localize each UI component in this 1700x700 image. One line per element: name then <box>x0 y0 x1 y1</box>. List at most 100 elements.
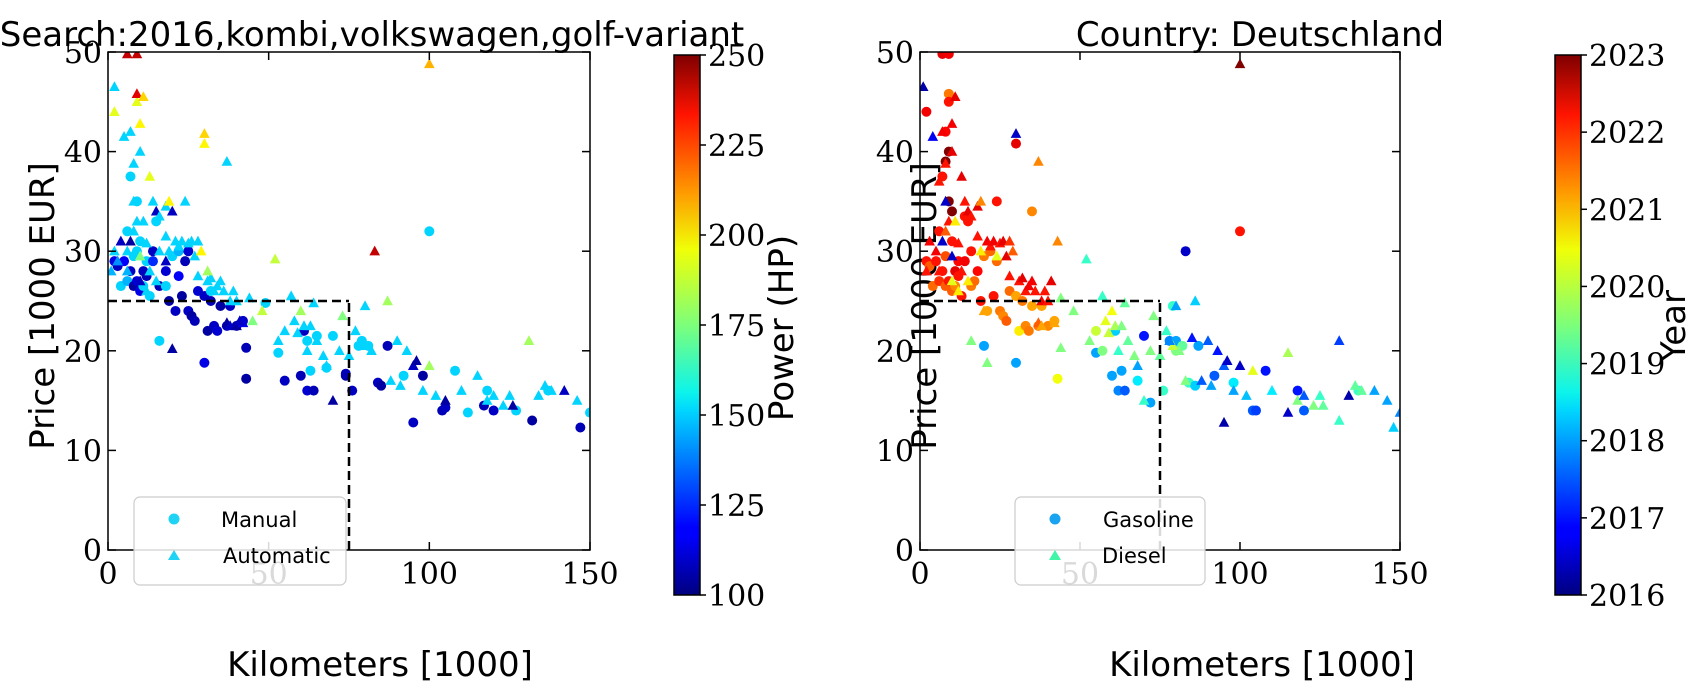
chart-2-point-diesel <box>1039 285 1051 296</box>
chart-1-point-automatic <box>128 195 140 206</box>
chart-1-point-automatic <box>401 345 413 355</box>
chart-1-point-automatic <box>144 265 156 276</box>
chart-2-point-diesel <box>985 240 996 251</box>
chart-1-point-automatic <box>456 385 467 395</box>
chart-2-legend: Gasoline Diesel <box>1014 496 1206 586</box>
chart-1-point-manual <box>575 422 586 433</box>
chart-1-point-automatic <box>272 335 284 346</box>
chart-1-point-manual <box>241 342 252 353</box>
chart-2-point-diesel <box>953 285 964 296</box>
chart-2-point-diesel <box>1308 399 1319 410</box>
chart-1-point-automatic <box>160 230 172 241</box>
chart-2-point-diesel <box>1314 390 1326 400</box>
chart-1-point-automatic <box>154 245 165 256</box>
chart-1-point-automatic <box>507 399 519 410</box>
chart-1-point-automatic <box>356 340 368 351</box>
chart-1-point-automatic <box>440 395 451 405</box>
chart-1-point-automatic <box>192 235 204 246</box>
chart-1-point-automatic <box>285 290 297 301</box>
chart-1-title: Search:2016,kombi,volkswagen,golf-varian… <box>0 15 744 55</box>
chart-1-point-automatic <box>176 235 188 246</box>
chart-2-point-diesel <box>1010 128 1022 138</box>
chart-1-point-automatic <box>417 385 429 395</box>
chart-1-point-automatic <box>112 255 123 266</box>
chart-1-point-automatic <box>163 245 175 256</box>
chart-2-legend-gasoline: Gasoline <box>1103 508 1194 532</box>
chart-2-point-diesel <box>940 195 951 206</box>
chart-1-point-manual <box>215 300 226 311</box>
chart-1-xtick-label: 0 <box>98 557 117 592</box>
chart-1-point-automatic <box>202 265 213 276</box>
chart-1-point-manual <box>376 380 387 391</box>
chart-2-point-diesel <box>1388 421 1399 432</box>
chart-1-ytick-label: 20 <box>64 335 102 370</box>
chart-2-point-diesel <box>920 81 929 92</box>
chart-2-point-gasoline <box>1107 370 1117 381</box>
chart-2-legend-circle-marker <box>1049 513 1061 525</box>
chart-1-ytick-label: 10 <box>64 434 102 469</box>
chart-2-point-diesel <box>946 275 958 286</box>
chart-2-point-diesel <box>1007 245 1019 256</box>
chart-2-point-diesel <box>1106 305 1118 316</box>
chart-2-point-diesel <box>1247 365 1259 375</box>
chart-1-point-manual <box>382 340 393 351</box>
chart-2-point-diesel <box>1369 385 1380 395</box>
chart-2-point-diesel <box>1282 347 1294 357</box>
chart-1-point-automatic <box>173 240 185 251</box>
chart-1-point-automatic <box>337 310 348 321</box>
chart-1-ylabel: Price [1000 EUR] <box>23 162 63 450</box>
chart-2-point-diesel <box>953 237 964 248</box>
chart-2-point-diesel <box>933 175 945 186</box>
chart-2-point-gasoline <box>943 88 954 99</box>
chart-1-colorbar-gradient <box>673 54 701 596</box>
chart-2-point-diesel <box>972 230 983 241</box>
chart-2-point-gasoline <box>959 256 970 267</box>
chart-2-point-diesel <box>937 126 948 136</box>
chart-1-point-automatic <box>109 81 120 92</box>
chart-2-point-diesel <box>1333 414 1345 425</box>
chart-1-point-manual <box>527 415 538 426</box>
chart-1-colorbar-ticks: 100 125 150 175 200 225 250 <box>700 39 765 614</box>
chart-2-point-diesel <box>1234 58 1246 69</box>
chart-2-point-gasoline <box>931 256 941 267</box>
chart-1-point-automatic <box>391 335 403 346</box>
chart-2-point-diesel <box>965 335 977 346</box>
chart-1-point-manual <box>147 256 158 267</box>
chart-2-point-gasoline <box>1011 357 1021 368</box>
chart-2-point-gasoline <box>947 236 957 247</box>
chart-2-point-diesel <box>933 265 945 276</box>
chart-1-point-automatic <box>424 360 435 370</box>
chart-2-point-diesel <box>1119 297 1131 308</box>
chart-1-point-automatic <box>350 325 361 336</box>
chart-2-point-gasoline <box>1299 405 1309 416</box>
chart-1-point-manual <box>295 370 306 381</box>
chart-1-point-automatic <box>128 225 140 236</box>
chart-1-colorbar-tick-label: 150 <box>708 399 765 434</box>
chart-2-ylabel: Price [1000 EUR] <box>905 162 945 450</box>
chart-1-point-automatic <box>131 88 143 99</box>
chart-1-point-automatic <box>382 295 393 306</box>
chart-2-point-diesel <box>988 235 999 246</box>
chart-1-point-automatic <box>292 327 303 338</box>
chart-2-point-diesel <box>975 195 987 206</box>
chart-1-point-automatic <box>228 285 239 296</box>
chart-2-ytick-label: 10 <box>876 434 914 469</box>
chart-2-colorbar-tick-label: 2017 <box>1589 502 1665 537</box>
chart-2-point-diesel <box>975 245 987 256</box>
chart-1-point-automatic <box>571 395 583 405</box>
chart-1-point-manual <box>125 171 136 182</box>
chart-2-point-diesel <box>1029 285 1041 296</box>
chart-2-point-gasoline <box>988 291 999 302</box>
chart-2-point-diesel <box>937 235 948 246</box>
chart-1-point-manual <box>212 325 223 336</box>
chart-2-point-gasoline <box>1027 206 1037 217</box>
chart-1-point-automatic <box>295 305 307 316</box>
chart-1-legend-manual: Manual <box>221 508 297 532</box>
chart-2-point-gasoline <box>1145 397 1156 408</box>
chart-1-point-automatic <box>121 245 133 256</box>
chart-2-point-diesel <box>940 225 951 236</box>
chart-1-point-automatic <box>334 345 345 355</box>
chart-2-point-gasoline <box>921 106 932 117</box>
chart-2-point-diesel <box>946 250 958 261</box>
chart-2-point-diesel <box>1116 320 1127 331</box>
